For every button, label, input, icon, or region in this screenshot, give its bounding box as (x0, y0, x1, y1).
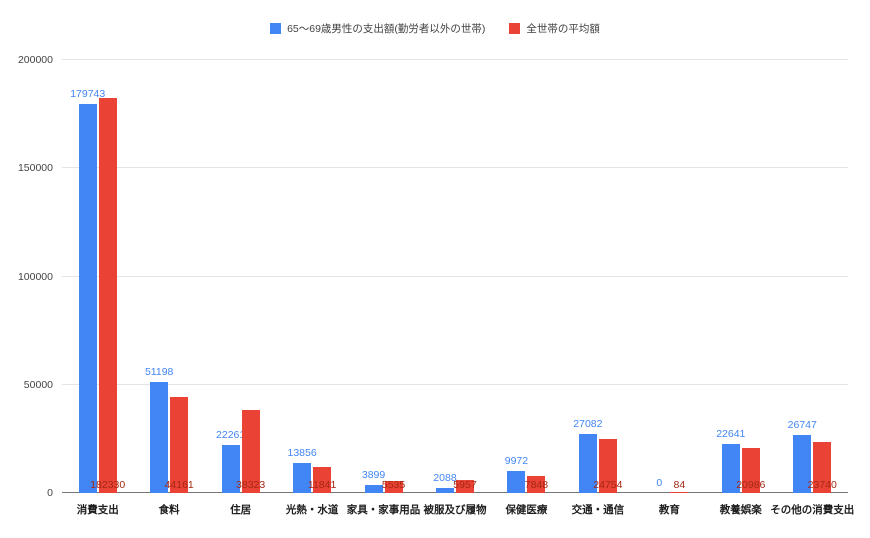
gridline (62, 275, 848, 277)
bar-value-label: 9972 (504, 455, 529, 468)
bar-value-label: 3899 (361, 468, 386, 481)
bar-value-label: 27082 (573, 418, 603, 431)
bar-pair: 179743 182330 (62, 60, 133, 493)
y-axis-tick-label: 100000 (17, 270, 53, 283)
x-axis-label: 食料 (158, 504, 180, 516)
bar-pair: 51198 44161 (133, 60, 204, 493)
category-group: 51198 44161 食料 (133, 60, 204, 516)
bar-pair: 0 84 (634, 60, 705, 493)
bar-value-label: 179743 (70, 87, 106, 100)
bar-value-label: 2088 (433, 472, 457, 485)
bar-value-label: 26747 (787, 419, 817, 432)
x-axis-label: 消費支出 (76, 504, 119, 516)
category-group: 13856 11841 光熱・水道 (276, 60, 347, 516)
bar-men-65-69: 26747 (788, 419, 817, 493)
bar-value-label: 11841 (307, 479, 337, 491)
y-axis-tick-label: 0 (47, 487, 53, 499)
bar-value-label: 24754 (593, 479, 623, 491)
x-axis-label: 教育 (658, 504, 680, 516)
bar-value-label: 7848 (524, 479, 549, 491)
gridline (62, 383, 848, 385)
legend-label-all-households: 全世帯の平均額 (526, 23, 600, 35)
bar-all-households: 44161 (165, 397, 194, 493)
bar-value-label: 20986 (736, 479, 766, 491)
legend-swatch-blue-icon (270, 23, 282, 34)
bar-value-label: 23740 (807, 479, 837, 491)
gridline (62, 59, 848, 60)
bar-all-households: 38323 (236, 410, 265, 493)
x-axis-label: 交通・通信 (571, 504, 625, 516)
bar-pair: 13856 11841 (276, 60, 347, 493)
x-axis-label: 被服及び履物 (423, 504, 487, 516)
bar-all-households: 20986 (736, 447, 765, 493)
bar-value-label: 84 (673, 479, 686, 491)
x-axis-label: 家具・家事用品 (346, 504, 421, 516)
bar-all-households: 5535 (381, 479, 406, 493)
bar-pair: 26747 23740 (777, 60, 848, 493)
x-axis-label: 光熱・水道 (285, 504, 339, 516)
legend-swatch-red-icon (509, 23, 521, 34)
bar-men-65-69: 51198 (145, 366, 173, 493)
category-group: 3899 5535 家具・家事用品 (347, 60, 421, 516)
legend-item-men-65-69: 65～69歳男性の支出額(勤労者以外の世帯) (270, 21, 485, 36)
category-group: 2088 5957 被服及び履物 (419, 60, 490, 516)
bar-value-label: 51198 (144, 366, 174, 379)
bar-pair: 22261 38323 (205, 60, 276, 493)
bar-value-label: 182330 (90, 479, 126, 491)
bar-value-label: 0 (656, 477, 663, 489)
bar-pair: 2088 5957 (419, 60, 490, 493)
x-axis-label: 教養娯楽 (719, 504, 762, 516)
bar-pair: 22641 20986 (705, 60, 776, 493)
gridline (62, 167, 848, 169)
category-group: 9972 7848 保健医療 (491, 60, 562, 516)
bar-men-65-69: 9972 (505, 455, 528, 493)
bar-value-label: 44161 (164, 479, 194, 491)
x-axis-label: 住居 (230, 504, 252, 516)
bar-men-65-69: 13856 (287, 447, 317, 493)
category-group: 22261 38323 住居 (205, 60, 276, 516)
bar-men-65-69: 27082 (573, 418, 602, 493)
bar-all-households: 5957 (453, 479, 477, 493)
x-axis-label: 保健医療 (505, 504, 548, 516)
bar-value-label: 5957 (453, 479, 477, 491)
bar-pair: 3899 5535 (348, 60, 419, 493)
y-axis-tick-label: 200000 (17, 54, 53, 66)
bar-pair: 27082 24754 (562, 60, 633, 493)
y-axis-tick-label: 150000 (17, 162, 53, 175)
category-group: 179743 182330 消費支出 (62, 60, 133, 516)
bar-pair: 9972 7848 (491, 60, 562, 493)
bar-men-65-69: 2088 (433, 472, 457, 493)
bar-value-label: 13856 (287, 447, 317, 460)
chart-legend: 65～69歳男性の支出額(勤労者以外の世帯) 全世帯の平均額 (0, 21, 870, 36)
x-axis-label: その他の消費支出 (770, 504, 855, 516)
category-group: 22641 20986 教養娯楽 (705, 60, 776, 516)
bar-value-label: 5535 (381, 479, 406, 491)
bar-all-households: 11841 (308, 467, 336, 493)
x-axis-line (62, 492, 848, 493)
bar-value-label: 22641 (716, 427, 746, 440)
bar-all-households: 23740 (808, 441, 837, 493)
bar-men-65-69: 22261 (216, 429, 245, 493)
legend-label-men-65-69: 65～69歳男性の支出額(勤労者以外の世帯) (287, 23, 486, 35)
bar-all-households: 84 (670, 479, 689, 493)
bar-value-label: 38323 (236, 479, 266, 491)
bar-men-65-69: 179743 (70, 88, 105, 493)
bar-all-households: 7848 (524, 476, 549, 493)
category-group: 27082 24754 交通・通信 (562, 60, 633, 516)
bar-men-65-69: 22641 (716, 428, 745, 493)
category-group: 0 84 教育 (634, 60, 705, 516)
bar-men-65-69: 3899 (362, 469, 385, 493)
plot-groups: 179743 182330 消費支出 51198 44161 食料 22261 38323 住居… (62, 60, 854, 516)
bar-all-households: 24754 (593, 439, 622, 493)
bar-all-households: 182330 (90, 98, 125, 493)
y-axis-tick-label: 50000 (23, 378, 53, 391)
category-group: 26747 23740 その他の消費支出 (770, 60, 854, 516)
legend-item-all-households: 全世帯の平均額 (509, 21, 600, 36)
bar-value-label: 22261 (216, 428, 246, 441)
plot-area: 0 50000 100000 150000 200000 179743 182330 消費支出… (18, 54, 854, 516)
